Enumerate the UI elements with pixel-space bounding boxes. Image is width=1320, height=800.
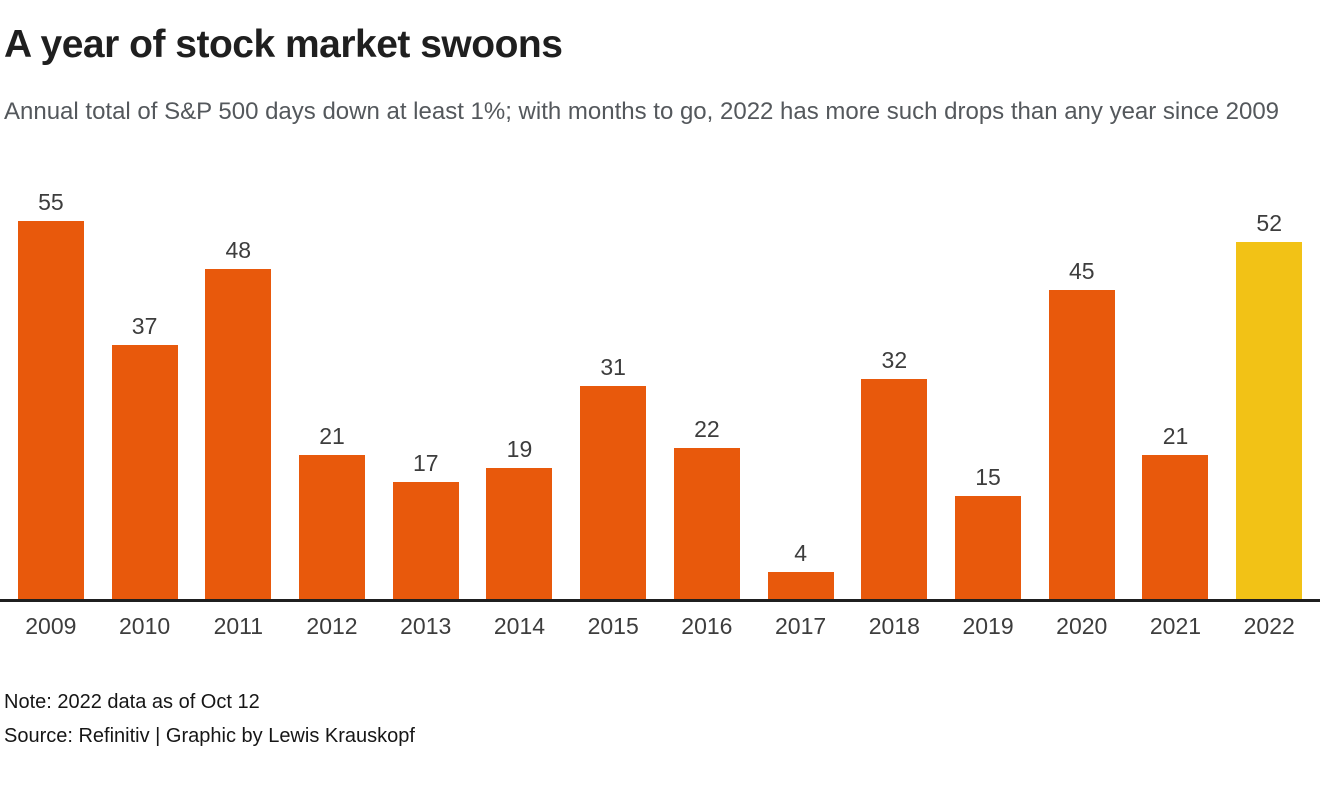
x-tick-label-2010: 2010 [118,612,171,639]
bar-2018 [861,378,928,599]
bar-2016 [673,447,740,599]
chart-subtitle: Annual total of S&P 500 days down at lea… [4,97,1280,125]
bar-column: 4 [754,539,848,599]
bar-2011 [205,268,272,599]
bar-column: 17 [379,449,473,599]
bar-2014 [486,467,553,599]
x-tick-label-2015: 2015 [587,612,639,639]
bar-value-label: 21 [1162,422,1189,449]
x-axis-labels: 2009 2010 2011 2012 2013 2014 2015 2016 2017 2018… [4,612,1316,639]
bar-value-label: 55 [38,188,64,215]
bar-column: 32 [847,346,941,599]
bar-2020 [1048,289,1115,599]
bar-value-label: 45 [1068,257,1095,284]
bar-column: 22 [660,415,754,599]
bar-value-label: 22 [694,415,720,442]
x-tick-label-2012: 2012 [306,612,358,639]
x-tick-label-2022: 2022 [1243,612,1295,639]
bar-column: 31 [566,353,660,599]
bar-2017 [767,571,834,599]
bar-value-label: 21 [319,422,345,449]
x-tick-label-2009: 2009 [25,612,77,639]
x-tick-label-2017: 2017 [775,612,827,639]
bar-2010 [111,344,178,599]
x-tick-label-2019: 2019 [962,612,1014,639]
bar-column: 21 [1129,422,1223,599]
footer-note: Note: 2022 data as of Oct 12 [4,690,260,713]
bar-2012 [299,454,366,599]
bar-column: 52 [1222,209,1316,599]
bar-value-label: 48 [225,236,252,263]
bar-2022 [1236,241,1303,599]
bar-column: 48 [191,236,285,599]
bar-column: 45 [1035,257,1129,599]
bar-value-label: 4 [794,539,807,566]
bar-column: 55 [4,188,98,599]
chart-page: A year of stock market swoons Annual tot… [0,22,1320,800]
footer-source: Source: Refinitiv | Graphic by Lewis Kra… [4,724,415,747]
bar-value-label: 37 [131,312,158,339]
bar-value-label: 15 [975,463,1001,490]
bar-chart: 55 37 48 21 17 19 31 22 4 32 15 45 21 52 2009 2010 2011… [0,186,1320,639]
bar-2015 [580,385,647,599]
x-tick-label-2013: 2013 [400,612,452,639]
bar-2021 [1142,454,1209,599]
x-tick-label-2011: 2011 [213,612,264,639]
x-tick-label-2016: 2016 [681,612,733,639]
bar-value-label: 31 [600,353,626,380]
bar-column: 21 [285,422,379,599]
bar-value-label: 52 [1256,209,1282,236]
bar-value-label: 19 [506,435,533,462]
chart-title: A year of stock market swoons [4,23,563,66]
bar-value-label: 32 [881,346,908,373]
x-tick-label-2014: 2014 [493,612,546,639]
x-axis-line [0,598,1320,602]
bar-2013 [392,481,459,599]
bar-column: 19 [473,435,567,599]
bar-value-label: 17 [412,449,439,476]
bar-plot: 55 37 48 21 17 19 31 22 4 32 15 45 21 52 [4,186,1316,599]
bar-2019 [955,495,1022,599]
chart-footer: Note: 2022 data as of Oct 12 Source: Ref… [4,685,1316,753]
x-tick-label-2020: 2020 [1056,612,1108,639]
bar-2009 [17,220,84,599]
x-tick-label-2021: 2021 [1149,612,1202,639]
bar-column: 15 [941,463,1035,599]
bar-column: 37 [98,312,192,599]
x-tick-label-2018: 2018 [868,612,920,639]
